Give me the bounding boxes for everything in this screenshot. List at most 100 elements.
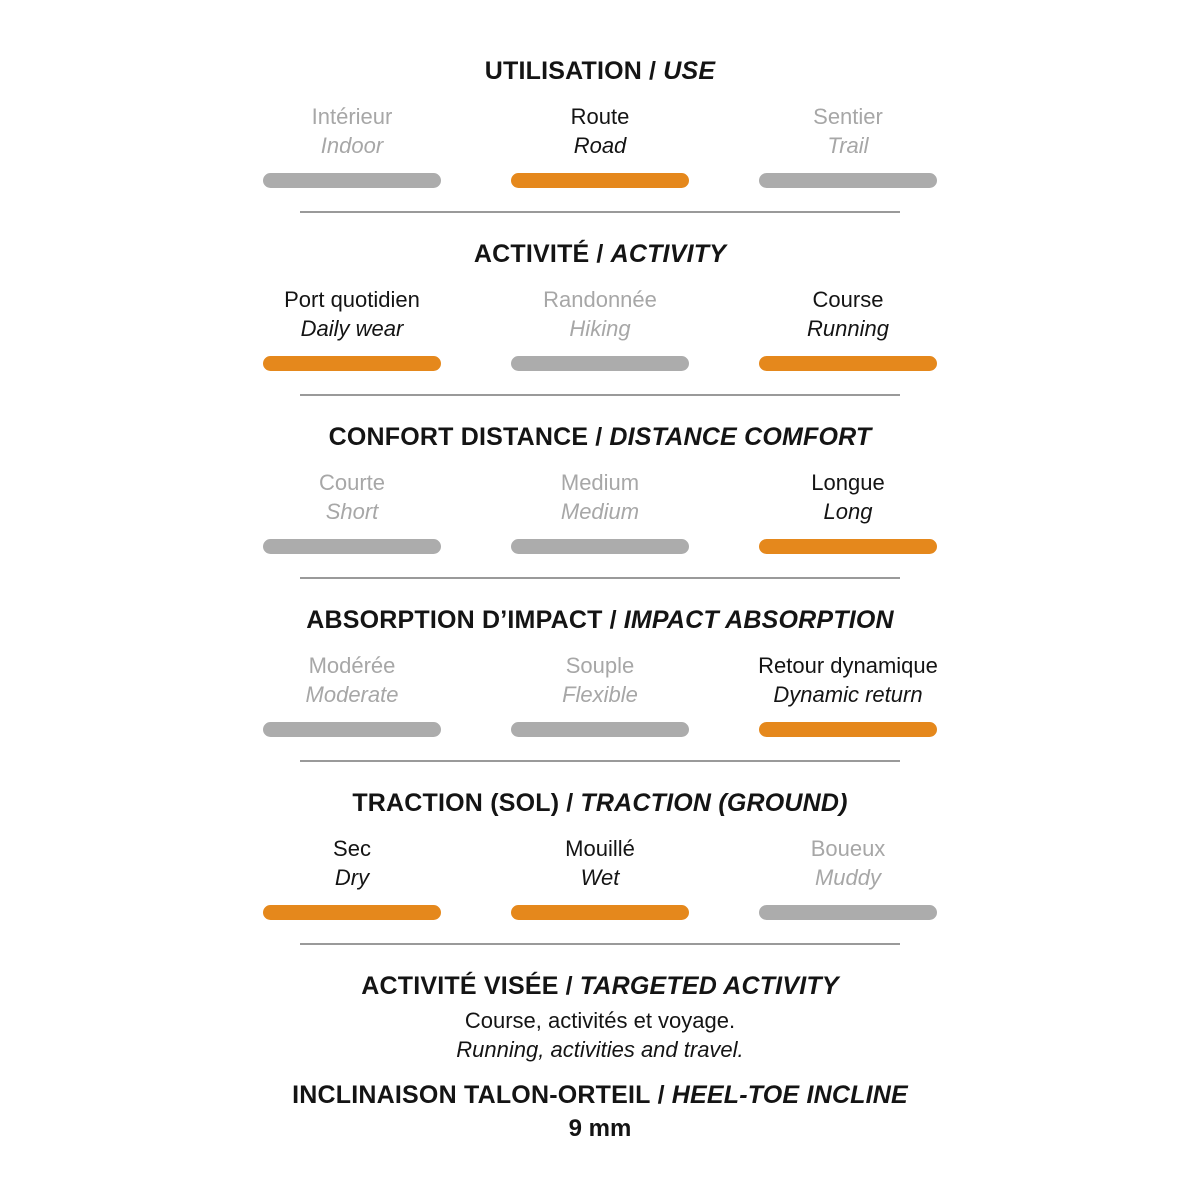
level-bar xyxy=(759,905,937,920)
option-dynamic-return: Retour dynamique Dynamic return xyxy=(724,651,972,737)
section-distance-title: CONFORT DISTANCE / DISTANCE COMFORT xyxy=(329,422,872,452)
level-bar xyxy=(263,539,441,554)
option-labels: Sentier Trail xyxy=(813,102,883,160)
option-labels: Port quotidien Daily wear xyxy=(284,285,420,343)
option-labels: Medium Medium xyxy=(561,468,639,526)
section-activity: ACTIVITÉ / ACTIVITY Port quotidien Daily w… xyxy=(228,239,972,422)
section-title-en: TARGETED ACTIVITY xyxy=(579,972,839,1000)
level-bar xyxy=(263,722,441,737)
option-label-fr: Souple xyxy=(565,653,635,678)
option-labels: Randonnée Hiking xyxy=(543,285,657,343)
targeted-activity-line-fr: Course, activités et voyage. xyxy=(464,1008,736,1033)
section-traction: TRACTION (SOL) / TRACTION (GROUND) Sec Dry… xyxy=(228,788,972,971)
section-use: UTILISATION / USE Intérieur Indoor Route R… xyxy=(228,56,972,239)
level-bar xyxy=(511,173,689,188)
section-title-fr: ACTIVITÉ VISÉE xyxy=(361,972,559,1000)
option-short: Courte Short xyxy=(228,468,476,554)
option-label-fr: Randonnée xyxy=(543,287,657,312)
option-label-fr: Medium xyxy=(560,470,640,495)
title-separator: / xyxy=(609,606,617,634)
option-label-en: Wet xyxy=(580,865,620,890)
option-medium: Medium Medium xyxy=(476,468,724,554)
section-title-fr: ABSORPTION D’IMPACT xyxy=(306,606,603,634)
option-label-fr: Retour dynamique xyxy=(758,653,938,678)
option-label-en: Hiking xyxy=(569,316,631,341)
option-label-en: Flexible xyxy=(562,682,638,707)
option-row: Sec Dry Mouillé Wet Boueux Muddy xyxy=(228,834,972,920)
option-long: Longue Long xyxy=(724,468,972,554)
option-moderate: Modérée Moderate xyxy=(228,651,476,737)
option-hiking: Randonnée Hiking xyxy=(476,285,724,371)
option-labels: Retour dynamique Dynamic return xyxy=(758,651,938,709)
section-impact-title: ABSORPTION D’IMPACT / IMPACT ABSORPTION xyxy=(306,605,894,635)
option-row: Port quotidien Daily wear Randonnée Hiki… xyxy=(228,285,972,371)
option-label-en: Dry xyxy=(334,865,370,890)
title-separator: / xyxy=(657,1081,665,1109)
option-labels: Route Road xyxy=(571,102,630,160)
option-indoor: Intérieur Indoor xyxy=(228,102,476,188)
option-labels: Longue Long xyxy=(811,468,884,526)
section-divider xyxy=(300,760,900,762)
section-title-en: TRACTION (GROUND) xyxy=(580,789,848,817)
option-label-fr: Boueux xyxy=(810,836,886,861)
option-label-en: Short xyxy=(325,499,379,524)
level-bar xyxy=(759,722,937,737)
option-running: Course Running xyxy=(724,285,972,371)
option-labels: Intérieur Indoor xyxy=(312,102,393,160)
option-row: Modérée Moderate Souple Flexible Retour … xyxy=(228,651,972,737)
option-row: Courte Short Medium Medium Longue Long xyxy=(228,468,972,554)
option-flexible: Souple Flexible xyxy=(476,651,724,737)
section-title-fr: UTILISATION xyxy=(484,57,643,85)
level-bar xyxy=(511,356,689,371)
option-label-fr: Route xyxy=(570,104,630,129)
option-labels: Course Running xyxy=(807,285,889,343)
option-label-en: Road xyxy=(573,133,627,158)
section-title-en: USE xyxy=(663,57,716,85)
title-separator: / xyxy=(595,423,603,451)
section-title-en: DISTANCE COMFORT xyxy=(609,423,872,451)
option-labels: Mouillé Wet xyxy=(565,834,635,892)
targeted-activity-line-en: Running, activities and travel. xyxy=(456,1037,744,1062)
section-title-en: HEEL-TOE INCLINE xyxy=(671,1081,908,1109)
option-label-en: Long xyxy=(823,499,873,524)
title-separator: / xyxy=(649,57,657,85)
option-label-fr: Courte xyxy=(318,470,386,495)
level-bar xyxy=(263,356,441,371)
option-labels: Souple Flexible xyxy=(562,651,638,709)
option-wet: Mouillé Wet xyxy=(476,834,724,920)
section-distance-comfort: CONFORT DISTANCE / DISTANCE COMFORT Courte… xyxy=(228,422,972,605)
section-title-fr: TRACTION (SOL) xyxy=(352,789,560,817)
option-labels: Courte Short xyxy=(319,468,385,526)
heel-toe-incline-value: 9 mm xyxy=(568,1115,632,1142)
title-separator: / xyxy=(596,240,604,268)
section-impact-absorption: ABSORPTION D’IMPACT / IMPACT ABSORPTION Mo… xyxy=(228,605,972,788)
section-title-en: IMPACT ABSORPTION xyxy=(623,606,894,634)
option-road: Route Road xyxy=(476,102,724,188)
option-label-fr: Longue xyxy=(811,470,885,495)
option-label-en: Trail xyxy=(827,133,869,158)
footer-specs: ACTIVITÉ VISÉE / TARGETED ACTIVITY Course,… xyxy=(292,971,908,1143)
option-label-en: Daily wear xyxy=(300,316,404,341)
option-label-en: Dynamic return xyxy=(773,682,923,707)
level-bar xyxy=(759,539,937,554)
option-label-fr: Sec xyxy=(333,836,371,861)
option-label-fr: Sentier xyxy=(813,104,883,129)
level-bar xyxy=(263,173,441,188)
level-bar xyxy=(511,539,689,554)
section-title-fr: ACTIVITÉ xyxy=(473,240,590,268)
level-bar xyxy=(263,905,441,920)
title-separator: / xyxy=(565,972,573,1000)
option-row: Intérieur Indoor Route Road Sentier Trai… xyxy=(228,102,972,188)
level-bar xyxy=(759,173,937,188)
section-traction-title: TRACTION (SOL) / TRACTION (GROUND) xyxy=(352,788,847,818)
section-title-en: ACTIVITY xyxy=(610,240,727,268)
level-bar xyxy=(511,722,689,737)
section-activity-title: ACTIVITÉ / ACTIVITY xyxy=(474,239,726,269)
heel-toe-incline-title: INCLINAISON TALON-ORTEIL / HEEL-TOE INCLIN… xyxy=(292,1080,908,1110)
option-trail: Sentier Trail xyxy=(724,102,972,188)
option-dry: Sec Dry xyxy=(228,834,476,920)
option-label-fr: Modérée xyxy=(308,653,396,678)
section-title-fr: CONFORT DISTANCE xyxy=(328,423,589,451)
option-label-en: Indoor xyxy=(320,133,384,158)
